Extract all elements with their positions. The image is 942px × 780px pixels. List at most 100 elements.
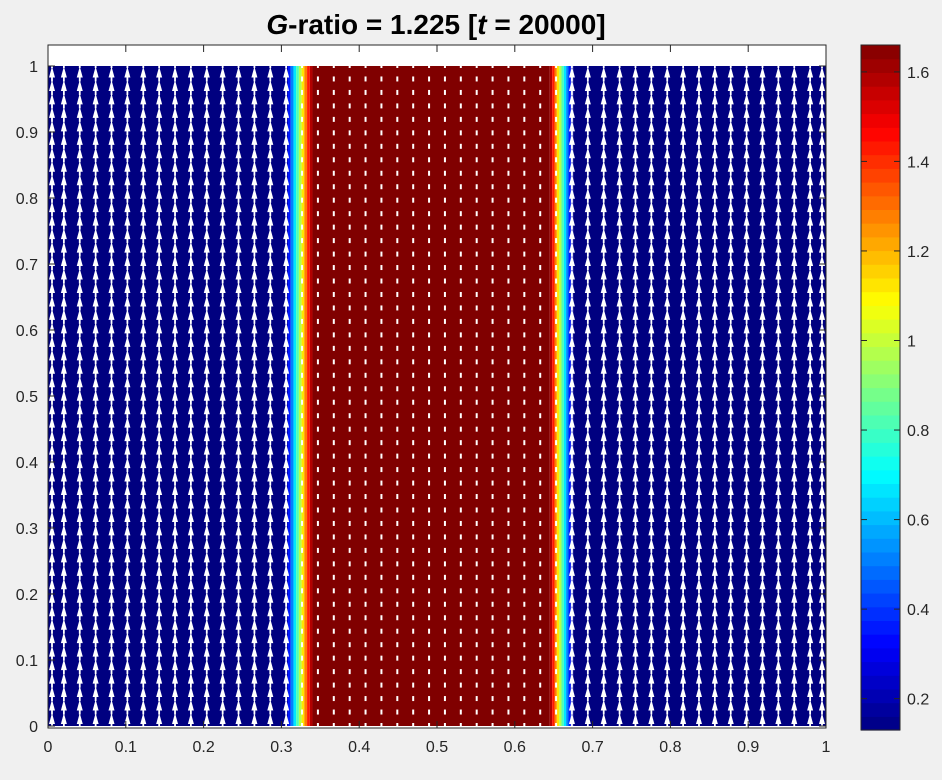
quiver-arrow: [443, 507, 446, 513]
quiver-arrow: [664, 578, 671, 594]
quiver-arrow: [539, 238, 542, 244]
quiver-arrow: [219, 362, 226, 378]
title-var-g: G: [266, 9, 288, 40]
quiver-arrow: [156, 605, 163, 621]
quiver-arrow: [664, 201, 671, 217]
quiver-arrow: [60, 241, 67, 257]
quiver-arrow: [76, 484, 83, 500]
quiver-arrow: [187, 376, 194, 392]
quiver-arrow: [283, 537, 290, 553]
quiver-arrow: [600, 713, 607, 728]
quiver-arrow: [648, 268, 655, 284]
quiver-arrow: [664, 605, 671, 621]
quiver-arrow: [108, 335, 115, 351]
quiver-arrow: [316, 89, 319, 95]
quiver-arrow: [332, 682, 335, 688]
quiver-arrow: [664, 147, 671, 163]
quiver-arrow: [235, 187, 242, 203]
quiver-arrow: [743, 66, 750, 82]
quiver-arrow: [364, 211, 367, 217]
quiver-arrow: [203, 551, 210, 567]
colorbar-segment: [861, 579, 900, 594]
quiver-arrow: [695, 79, 702, 95]
quiver-arrow: [664, 133, 671, 149]
field-band-transition-right: [556, 66, 560, 726]
quiver-arrow: [267, 228, 274, 244]
quiver-arrow: [124, 470, 131, 486]
quiver-arrow: [443, 628, 446, 634]
field-band-transition-right: [563, 66, 567, 726]
quiver-arrow: [348, 76, 351, 82]
quiver-arrow: [600, 308, 607, 324]
quiver-arrow: [664, 376, 671, 392]
quiver-arrow: [475, 251, 478, 257]
quiver-arrow: [301, 723, 304, 728]
quiver-arrow: [680, 605, 687, 621]
quiver-arrow: [600, 443, 607, 459]
quiver-arrow: [523, 197, 526, 203]
quiver-arrow: [695, 255, 702, 271]
quiver-arrow: [140, 308, 147, 324]
quiver-arrow: [156, 281, 163, 297]
quiver-arrow: [600, 53, 607, 68]
field-band-transition-right: [559, 66, 562, 726]
quiver-arrow: [267, 133, 274, 149]
quiver-arrow: [380, 372, 383, 378]
quiver-arrow: [507, 197, 510, 203]
quiver-arrow: [680, 228, 687, 244]
quiver-arrow: [443, 89, 446, 95]
quiver-arrow: [332, 467, 335, 473]
quiver-arrow: [60, 308, 67, 324]
colorbar-tick-label: 1.6: [907, 65, 929, 82]
quiver-arrow: [475, 655, 478, 661]
quiver-arrow: [459, 628, 462, 634]
quiver-arrow: [819, 551, 825, 567]
quiver-arrow: [711, 403, 718, 419]
quiver-arrow: [380, 130, 383, 136]
quiver-arrow: [555, 197, 558, 203]
quiver-arrow: [412, 669, 415, 675]
quiver-arrow: [219, 470, 226, 486]
quiver-arrow: [49, 214, 55, 230]
quiver-arrow: [584, 93, 591, 109]
quiver-arrow: [332, 642, 335, 648]
quiver-arrow: [819, 605, 825, 621]
quiver-arrow: [727, 187, 734, 203]
quiver-arrow: [251, 605, 258, 621]
quiver-arrow: [459, 399, 462, 405]
quiver-arrow: [775, 416, 782, 432]
quiver-arrow: [301, 197, 304, 203]
colorbar-segment: [861, 58, 900, 73]
quiver-arrow: [568, 106, 575, 122]
quiver-arrow: [459, 615, 462, 621]
quiver-arrow: [807, 430, 814, 446]
quiver-arrow: [648, 79, 655, 95]
quiver-arrow: [695, 160, 702, 176]
quiver-arrow: [819, 510, 825, 526]
quiver-arrow: [807, 551, 814, 567]
quiver-arrow: [695, 174, 702, 190]
quiver-arrow: [680, 537, 687, 553]
quiver-arrow: [568, 403, 575, 419]
quiver-arrow: [380, 723, 383, 728]
quiver-arrow: [76, 578, 83, 594]
quiver-arrow: [475, 345, 478, 351]
colorbar-segment: [861, 291, 900, 306]
quiver-arrow: [791, 443, 798, 459]
quiver-arrow: [124, 645, 131, 661]
quiver-arrow: [819, 214, 825, 230]
quiver-arrow: [187, 497, 194, 513]
quiver-arrow: [124, 403, 131, 419]
quiver-arrow: [301, 453, 304, 459]
quiver-arrow: [539, 682, 542, 688]
quiver-arrow: [648, 228, 655, 244]
quiver-arrow: [219, 686, 226, 702]
quiver-arrow: [819, 106, 825, 122]
quiver-arrow: [459, 547, 462, 553]
quiver-arrow: [459, 130, 462, 136]
quiver-arrow: [172, 187, 179, 203]
quiver-arrow: [203, 187, 210, 203]
quiver-arrow: [251, 106, 258, 122]
quiver-arrow: [791, 106, 798, 122]
quiver-arrow: [507, 63, 510, 68]
